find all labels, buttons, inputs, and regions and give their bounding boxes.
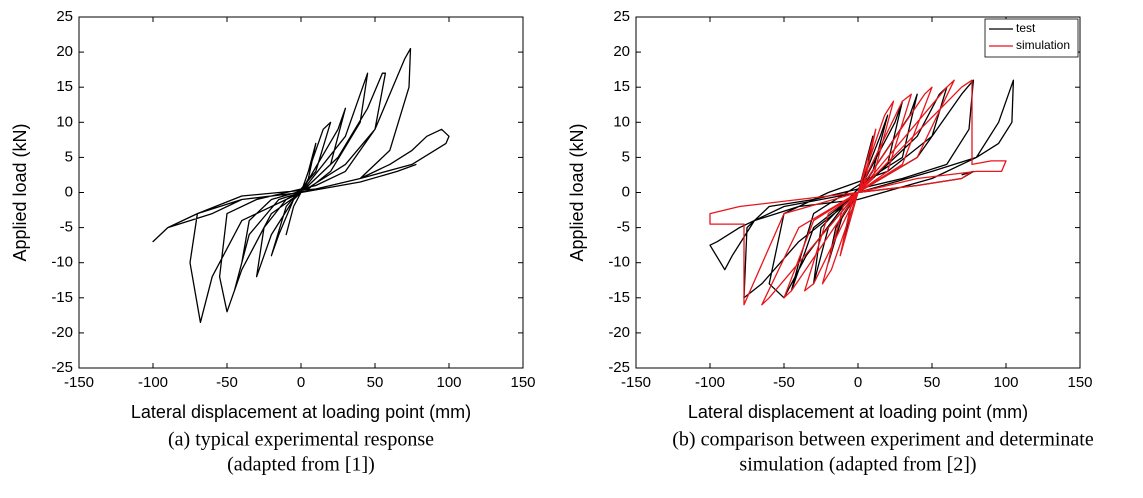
x-tick-label: 50 (367, 374, 384, 391)
legend-box (984, 18, 1079, 58)
x-tick-label: -50 (773, 374, 795, 391)
x-tick-label: -100 (695, 374, 725, 391)
x-tick-label: 150 (510, 374, 535, 391)
x-axis-label: Lateral displacement at loading point (m… (131, 402, 471, 422)
caption: (b) comparison between experiment and de… (672, 429, 1094, 451)
y-tick-label: 15 (613, 78, 630, 95)
y-tick-label: 0 (622, 183, 630, 200)
y-tick-label: 5 (622, 148, 630, 165)
x-axis-label: Lateral displacement at loading point (m… (688, 402, 1028, 422)
y-tick-label: 10 (613, 113, 630, 130)
y-tick-label: -20 (608, 324, 630, 341)
x-tick-label: -150 (621, 374, 651, 391)
x-tick-label: 50 (924, 374, 941, 391)
y-axis-label: Applied load (kN) (10, 123, 30, 261)
y-tick-label: -15 (51, 289, 73, 306)
x-tick-label: -50 (216, 374, 238, 391)
y-tick-label: 10 (56, 113, 73, 130)
x-tick-label: 100 (436, 374, 461, 391)
y-tick-label: -10 (608, 254, 630, 271)
y-tick-label: -20 (51, 324, 73, 341)
x-tick-label: 0 (297, 374, 305, 391)
x-tick-label: 0 (854, 374, 862, 391)
x-tick-label: -100 (138, 374, 168, 391)
y-axis-label: Applied load (kN) (567, 123, 587, 261)
caption: (a) typical experimental response (168, 429, 434, 451)
data-line (152, 47, 450, 324)
y-tick-label: 5 (65, 148, 73, 165)
data-line (709, 79, 1007, 306)
y-tick-label: 20 (613, 43, 630, 60)
x-tick-label: -150 (64, 374, 94, 391)
y-tick-label: 20 (56, 43, 73, 60)
y-tick-label: 25 (613, 8, 630, 25)
y-tick-label: 25 (56, 8, 73, 25)
y-tick-label: -5 (60, 219, 73, 236)
y-tick-label: -10 (51, 254, 73, 271)
y-tick-label: 0 (65, 183, 73, 200)
legend-label: simulation (1016, 38, 1070, 52)
x-tick-label: 100 (993, 374, 1018, 391)
legend-label: test (1016, 21, 1036, 35)
caption: simulation (adapted from [2]) (739, 454, 976, 476)
y-tick-label: -15 (608, 289, 630, 306)
x-tick-label: 150 (1067, 374, 1092, 391)
y-tick-label: 15 (56, 78, 73, 95)
y-tick-label: -25 (51, 359, 73, 376)
y-tick-label: -25 (608, 359, 630, 376)
y-tick-label: -5 (617, 219, 630, 236)
caption: (adapted from [1]) (227, 454, 375, 476)
